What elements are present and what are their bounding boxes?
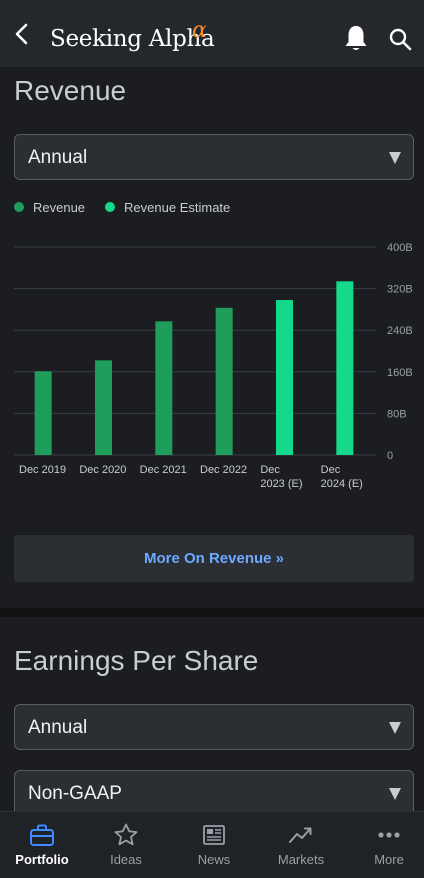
y-tick-label: 240B bbox=[387, 325, 413, 337]
revenue-bar-chart: 400B 320B 240B 160B 80B 0 Dec 2019 Dec 2020 Dec … bbox=[14, 242, 413, 490]
select-value: Non-GAAP bbox=[28, 783, 122, 804]
caret-down-icon bbox=[389, 722, 401, 734]
x-tick-label: Dec bbox=[260, 464, 280, 476]
x-tick-label: Dec 2021 bbox=[140, 464, 187, 476]
bar-revenue bbox=[34, 371, 52, 455]
caret-down-icon bbox=[389, 788, 401, 800]
nav-label: More bbox=[374, 852, 404, 867]
bottom-navigation: Portfolio Ideas News Markets More bbox=[0, 811, 424, 878]
brand-alpha-symbol: α bbox=[192, 18, 207, 43]
chart-legend: Revenue Revenue Estimate bbox=[14, 198, 250, 216]
nav-label: News bbox=[197, 852, 231, 867]
x-tick-label: Dec bbox=[321, 464, 341, 476]
nav-item-more[interactable]: More bbox=[347, 812, 424, 878]
y-tick-label: 80B bbox=[387, 408, 407, 420]
nav-item-ideas[interactable]: Ideas bbox=[84, 812, 168, 878]
nav-label: Markets bbox=[277, 852, 325, 867]
eps-section: Earnings Per Share Annual Non-GAAP bbox=[0, 617, 424, 816]
bar-revenue bbox=[155, 321, 173, 455]
bar-revenue-estimate bbox=[276, 300, 293, 455]
x-tick-label: 2023 (E) bbox=[260, 478, 302, 490]
legend-dot-icon bbox=[105, 202, 116, 212]
more-on-revenue-button[interactable]: More On Revenue » bbox=[14, 535, 414, 582]
revenue-section: Revenue Annual Revenue Revenue Estimate … bbox=[0, 67, 424, 608]
select-value: Annual bbox=[28, 717, 88, 738]
legend-label: Revenue bbox=[33, 199, 86, 215]
revenue-period-select[interactable]: Annual bbox=[14, 134, 414, 180]
revenue-title: Revenue bbox=[14, 75, 127, 106]
star-icon bbox=[114, 823, 138, 846]
y-tick-label: 400B bbox=[387, 242, 413, 254]
legend-item-revenue-estimate: Revenue Estimate bbox=[105, 200, 230, 215]
x-tick-label: 2024 (E) bbox=[321, 478, 363, 490]
briefcase-icon bbox=[30, 824, 54, 846]
y-tick-label: 0 bbox=[387, 450, 393, 462]
trend-icon bbox=[289, 827, 312, 843]
nav-label: Ideas bbox=[110, 852, 142, 867]
y-tick-label: 320B bbox=[387, 284, 413, 296]
eps-accounting-select[interactable]: Non-GAAP bbox=[14, 770, 414, 816]
y-tick-label: 160B bbox=[387, 367, 413, 379]
eps-title: Earnings Per Share bbox=[14, 645, 259, 676]
x-tick-label: Dec 2022 bbox=[200, 464, 247, 476]
bar-revenue bbox=[215, 307, 233, 455]
search-icon[interactable] bbox=[388, 27, 412, 51]
brand-logo-text[interactable]: Seeking Alpha bbox=[50, 26, 215, 52]
nav-item-markets[interactable]: Markets bbox=[259, 812, 343, 878]
newspaper-icon bbox=[203, 825, 225, 845]
x-tick-label: Dec 2020 bbox=[79, 464, 126, 476]
nav-label: Portfolio bbox=[15, 852, 69, 867]
section-divider bbox=[0, 608, 424, 617]
select-value: Annual bbox=[28, 147, 88, 168]
caret-down-icon bbox=[389, 152, 401, 164]
nav-item-portfolio[interactable]: Portfolio bbox=[0, 812, 84, 878]
bell-icon[interactable] bbox=[343, 24, 369, 52]
legend-dot-icon bbox=[14, 202, 24, 212]
legend-item-revenue: Revenue bbox=[14, 200, 85, 215]
more-dots-icon bbox=[378, 832, 400, 838]
nav-item-news[interactable]: News bbox=[172, 812, 256, 878]
legend-label: Revenue Estimate bbox=[124, 199, 231, 215]
eps-period-select[interactable]: Annual bbox=[14, 704, 414, 750]
x-tick-label: Dec 2019 bbox=[19, 464, 66, 476]
back-chevron-icon[interactable] bbox=[8, 20, 36, 48]
top-bar: Seeking Alpha α bbox=[0, 0, 424, 67]
bar-revenue bbox=[95, 360, 112, 455]
bar-revenue-estimate bbox=[336, 281, 354, 455]
